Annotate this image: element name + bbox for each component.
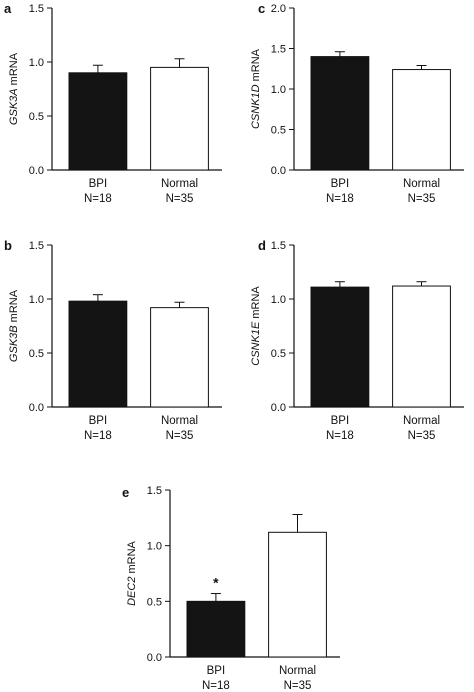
y-axis-label-gene: GSK3A — [8, 88, 20, 125]
bar-normal — [150, 66, 209, 171]
y-tick-label: 0.0 — [271, 165, 286, 177]
y-tick-label: 2.0 — [271, 3, 286, 15]
panel-letter: b — [4, 238, 12, 253]
chart-panel-a: a 0.0 0.5 1.0 1.5 GSK3A mRNA BPI N=18 Normal N=35 — [4, 1, 222, 205]
y-axis-label-gene: DEC2 — [126, 577, 138, 606]
bar-bpi — [310, 286, 370, 408]
bar-normal — [268, 531, 327, 658]
y-axis-label-suffix: mRNA — [8, 52, 20, 88]
panel-letter: e — [122, 485, 129, 500]
category-label: Normal — [403, 415, 440, 427]
y-tick-label: 0.5 — [147, 596, 162, 608]
y-axis-label: GSK3B mRNA — [8, 289, 20, 362]
y-tick-label: 0.5 — [271, 348, 286, 360]
y-tick-label: 0.0 — [29, 165, 44, 177]
y-tick-label: 1.0 — [147, 541, 162, 553]
category-n-label: N=35 — [408, 193, 436, 205]
category-label: Normal — [161, 178, 198, 190]
y-tick-label: 1.5 — [29, 240, 44, 252]
category-label: BPI — [207, 665, 226, 677]
y-axis-label: CSNK1E mRNA — [250, 286, 262, 366]
y-tick-label: 0.0 — [271, 402, 286, 414]
category-n-label: N=35 — [408, 430, 436, 442]
chart-panel-e: e 0.0 0.5 1.0 1.5 DEC2 mRNA * BPI N=18 Normal N=35 — [122, 485, 340, 692]
y-tick-label: 1.0 — [29, 294, 44, 306]
y-tick-label: 0.0 — [147, 652, 162, 664]
category-label: Normal — [403, 178, 440, 190]
y-tick-label: 1.5 — [271, 44, 286, 56]
y-tick-label: 1.5 — [271, 240, 286, 252]
category-n-label: N=18 — [202, 680, 230, 692]
y-axis-label-suffix: mRNA — [8, 289, 20, 325]
y-tick-label: 0.5 — [271, 125, 286, 137]
y-axis-label-gene: CSNK1E — [250, 321, 262, 366]
chart-panel-d: d 0.0 0.5 1.0 1.5 CSNK1E mRNA BPI N=18 Normal N=3… — [250, 238, 464, 442]
y-tick-label: 1.0 — [29, 57, 44, 69]
y-tick-label: 0.5 — [29, 111, 44, 123]
category-label: Normal — [279, 665, 316, 677]
category-label: BPI — [331, 415, 350, 427]
category-label: BPI — [331, 178, 350, 190]
y-axis-label-gene: CSNK1D — [250, 84, 262, 129]
y-tick-label: 0.5 — [29, 348, 44, 360]
category-n-label: N=18 — [326, 193, 354, 205]
y-axis-label: GSK3A mRNA — [8, 52, 20, 125]
panel-letter: a — [4, 1, 12, 16]
bar-normal — [392, 285, 451, 408]
category-n-label: N=18 — [84, 430, 112, 442]
significance-marker: * — [213, 575, 219, 591]
category-label: BPI — [89, 415, 108, 427]
y-tick-label: 0.0 — [29, 402, 44, 414]
y-tick-label: 1.0 — [271, 84, 286, 96]
panel-letter: c — [258, 1, 265, 16]
category-n-label: N=35 — [166, 430, 194, 442]
y-axis-label: DEC2 mRNA — [126, 540, 138, 605]
y-tick-label: 1.5 — [147, 485, 162, 497]
category-n-label: N=18 — [84, 193, 112, 205]
category-n-label: N=18 — [326, 430, 354, 442]
y-axis-label: CSNK1D mRNA — [250, 48, 262, 129]
y-axis-label-gene: GSK3B — [8, 325, 20, 362]
y-tick-label: 1.0 — [271, 294, 286, 306]
category-label: BPI — [89, 178, 108, 190]
chart-panel-c: c 0.0 0.5 1.0 1.5 2.0 CSNK1D mRNA BPI N=18 Normal… — [250, 1, 464, 205]
category-n-label: N=35 — [284, 680, 312, 692]
bar-bpi — [310, 56, 370, 171]
bar-normal — [392, 69, 451, 171]
bar-bpi — [68, 72, 128, 171]
bar-normal — [150, 307, 209, 408]
y-axis-label-suffix: mRNA — [126, 540, 138, 576]
y-axis-label-suffix: mRNA — [250, 48, 262, 84]
chart-panel-b: b 0.0 0.5 1.0 1.5 GSK3B mRNA BPI N=18 Normal N=35 — [4, 238, 222, 442]
bar-bpi — [186, 600, 246, 658]
category-label: Normal — [161, 415, 198, 427]
bar-bpi — [68, 300, 128, 408]
panel-letter: d — [258, 238, 266, 253]
y-tick-label: 1.5 — [29, 3, 44, 15]
category-n-label: N=35 — [166, 193, 194, 205]
y-axis-label-suffix: mRNA — [250, 286, 262, 322]
